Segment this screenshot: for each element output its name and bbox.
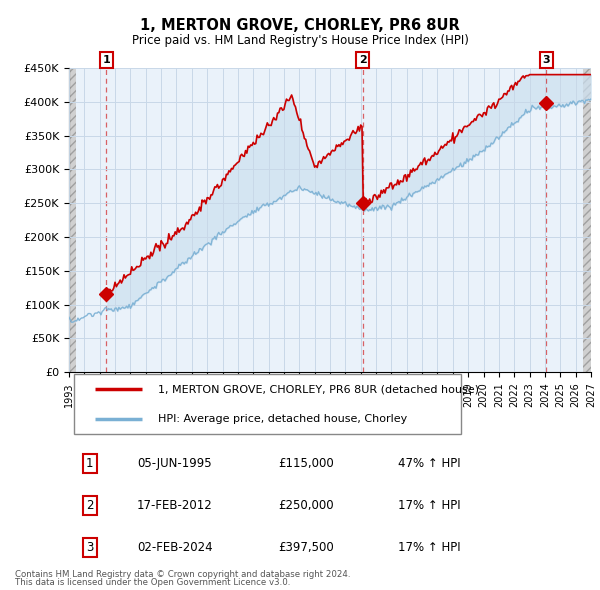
Text: 1, MERTON GROVE, CHORLEY, PR6 8UR (detached house): 1, MERTON GROVE, CHORLEY, PR6 8UR (detac… <box>158 385 479 394</box>
Text: 05-JUN-1995: 05-JUN-1995 <box>137 457 211 470</box>
Text: 47% ↑ HPI: 47% ↑ HPI <box>398 457 460 470</box>
Text: 1: 1 <box>86 457 94 470</box>
Text: 2: 2 <box>359 55 367 65</box>
Text: 2: 2 <box>86 499 94 512</box>
Text: HPI: Average price, detached house, Chorley: HPI: Average price, detached house, Chor… <box>158 414 407 424</box>
Text: 1, MERTON GROVE, CHORLEY, PR6 8UR: 1, MERTON GROVE, CHORLEY, PR6 8UR <box>140 18 460 33</box>
Text: 17% ↑ HPI: 17% ↑ HPI <box>398 541 460 554</box>
Text: 1: 1 <box>103 55 110 65</box>
Text: 3: 3 <box>86 541 94 554</box>
Text: 02-FEB-2024: 02-FEB-2024 <box>137 541 212 554</box>
Text: Contains HM Land Registry data © Crown copyright and database right 2024.: Contains HM Land Registry data © Crown c… <box>15 571 350 579</box>
Text: £397,500: £397,500 <box>278 541 334 554</box>
Text: 17-FEB-2012: 17-FEB-2012 <box>137 499 212 512</box>
Text: This data is licensed under the Open Government Licence v3.0.: This data is licensed under the Open Gov… <box>15 578 290 587</box>
Bar <box>583 68 594 372</box>
Text: 17% ↑ HPI: 17% ↑ HPI <box>398 499 460 512</box>
Bar <box>69 68 76 372</box>
Text: Price paid vs. HM Land Registry's House Price Index (HPI): Price paid vs. HM Land Registry's House … <box>131 34 469 47</box>
Text: £115,000: £115,000 <box>278 457 334 470</box>
Text: £250,000: £250,000 <box>278 499 334 512</box>
Text: 3: 3 <box>542 55 550 65</box>
FancyBboxPatch shape <box>74 374 461 434</box>
